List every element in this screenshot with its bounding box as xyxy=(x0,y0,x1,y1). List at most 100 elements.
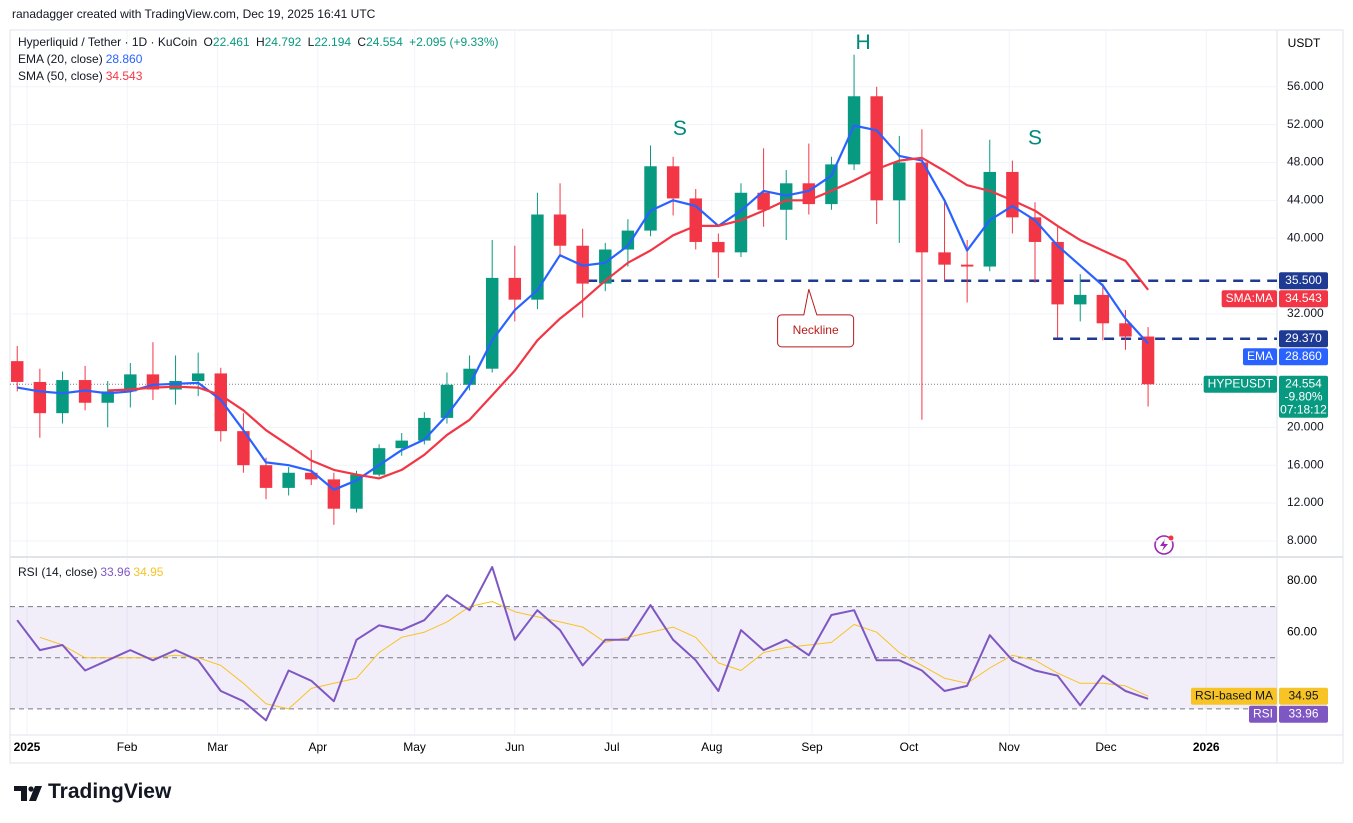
chart-frame xyxy=(9,29,1344,764)
ohlc-key: C xyxy=(357,35,367,49)
ohlc-key: O xyxy=(203,35,213,49)
name-badge-text: HYPEUSDT xyxy=(1208,376,1274,390)
candle-body xyxy=(847,96,861,165)
candle-body xyxy=(960,264,974,267)
symbol-row: Hyperliquid / Tether · 1D · KuCoin O22.4… xyxy=(18,34,502,51)
x-tick-label: Oct xyxy=(900,740,919,754)
axis-badge-value: 24.554 xyxy=(1285,376,1322,390)
tradingview-logo-mark xyxy=(14,786,42,801)
candle-body xyxy=(712,241,725,253)
candle-body xyxy=(915,162,929,253)
name-badge xyxy=(1190,687,1277,705)
axis-badge-extra: -9.80% xyxy=(1284,389,1322,403)
name-badge-text: RSI xyxy=(1253,706,1273,720)
candle-body xyxy=(124,374,137,392)
candle-body xyxy=(1119,323,1132,337)
candle-body xyxy=(56,380,69,414)
ohlc-value: 24.792 xyxy=(264,35,302,49)
axis-badge xyxy=(1279,705,1328,723)
name-badge xyxy=(1203,375,1277,393)
y-tick-label: 12.000 xyxy=(1287,495,1324,509)
x-tick-label: Sep xyxy=(801,740,823,754)
callout-box xyxy=(777,289,855,348)
candle-body xyxy=(282,472,295,488)
x-tick-label: 2025 xyxy=(14,740,41,754)
x-tick-label: Jun xyxy=(505,740,524,754)
y-tick-label: 80.00 xyxy=(1287,573,1317,587)
candle-body xyxy=(169,381,182,390)
axis-badge xyxy=(1279,348,1328,366)
candle-body xyxy=(214,373,228,432)
pattern-label: H xyxy=(856,31,871,54)
candle-body xyxy=(101,391,114,403)
x-tick-label: May xyxy=(403,740,426,754)
candle-body xyxy=(531,214,544,300)
axis-badge xyxy=(1279,272,1328,290)
pattern-label: S xyxy=(673,117,687,140)
series-value: 33.96 xyxy=(100,565,131,579)
candle-body xyxy=(734,192,748,253)
candle-body xyxy=(237,431,250,466)
sma-row: SMA (50, close) 34.543 xyxy=(18,68,502,85)
axis-badge-value: 29.370 xyxy=(1285,331,1322,345)
rsi-title: RSI (14, close) xyxy=(18,565,98,579)
change: +2.095 (+9.33%) xyxy=(409,35,499,49)
name-badge xyxy=(1248,705,1277,723)
y-tick-label: 48.000 xyxy=(1287,155,1324,169)
x-tick-label: Aug xyxy=(701,740,722,754)
candle-body xyxy=(644,166,657,231)
x-tick-label: Feb xyxy=(117,740,138,754)
candle-body xyxy=(418,417,431,441)
candle-body xyxy=(938,252,951,265)
x-tick-label: Jul xyxy=(604,740,619,754)
y-tick-label: 52.000 xyxy=(1287,117,1324,131)
candle-body xyxy=(305,472,318,480)
y-tick-label: 40.000 xyxy=(1287,230,1324,244)
ohlc-key: H xyxy=(255,35,265,49)
y-tick-label: 20.000 xyxy=(1287,420,1324,434)
x-tick-label: Apr xyxy=(308,740,327,754)
candle-body xyxy=(395,440,408,449)
attribution: ranadagger created with TradingView.com,… xyxy=(12,7,376,21)
candle-body xyxy=(893,162,906,201)
candle-body xyxy=(621,230,635,250)
name-badge xyxy=(1242,348,1277,366)
series-line xyxy=(107,156,1149,480)
candle-body xyxy=(1074,294,1087,305)
logo-text: TradingView xyxy=(48,780,172,803)
axis-badge xyxy=(1279,687,1328,705)
candle-body xyxy=(11,361,24,382)
name-badge-text: SMA:MA xyxy=(1226,291,1273,305)
y-tick-label: 8.000 xyxy=(1287,533,1317,547)
series-line xyxy=(16,566,1149,722)
candle-body xyxy=(553,214,567,246)
pattern-label: S xyxy=(1028,126,1042,149)
candle-body xyxy=(350,474,363,509)
ohlc-value: 24.554 xyxy=(366,35,403,49)
ohlc-value: 22.194 xyxy=(314,35,352,49)
candle-body xyxy=(757,192,770,210)
x-tick-label: Nov xyxy=(999,740,1020,754)
series-value: 28.860 xyxy=(105,52,143,66)
name-badge xyxy=(1221,290,1277,308)
candle-body xyxy=(440,384,454,418)
axis-badge xyxy=(1279,330,1328,348)
candle-body xyxy=(1006,171,1019,218)
series-name: EMA (20, close) xyxy=(18,52,103,66)
axis-badge-extra: 07:18:12 xyxy=(1280,402,1327,416)
series-value: 34.95 xyxy=(133,565,164,579)
ohlc-value: 22.461 xyxy=(212,35,250,49)
name-badge-text: EMA xyxy=(1247,349,1273,363)
alert-icon xyxy=(1154,535,1174,555)
candle-body xyxy=(666,166,680,199)
candle-body xyxy=(191,373,205,381)
y-tick-label: 32.000 xyxy=(1287,306,1324,320)
candle-body xyxy=(1051,241,1064,305)
candle-body xyxy=(485,277,499,369)
candle-body xyxy=(825,164,838,205)
currency-label: USDT xyxy=(1288,36,1321,50)
callout-text: Neckline xyxy=(793,323,839,337)
y-tick-label: 60.00 xyxy=(1287,624,1317,638)
